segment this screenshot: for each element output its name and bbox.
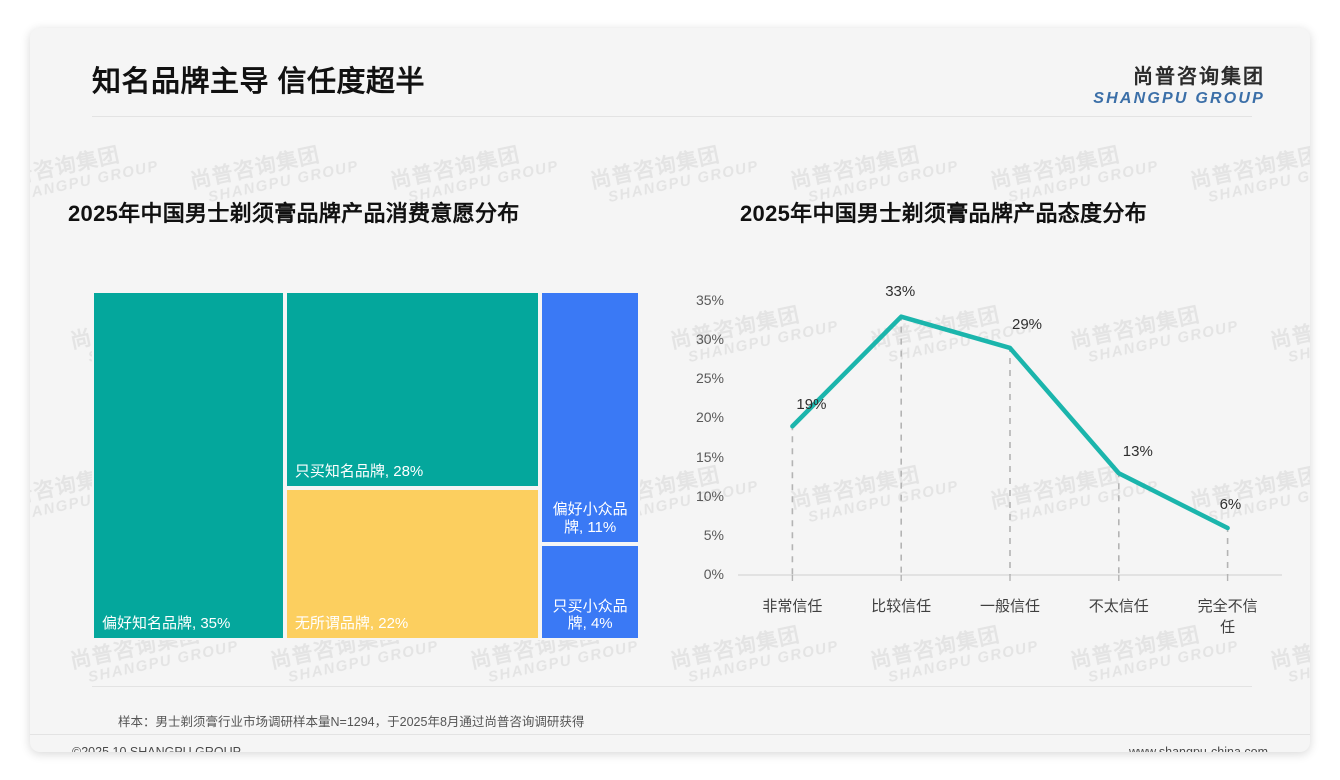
line-chart: 0% 5% 10% 15% 20% 25% 30% 35% 非常信任 比较信任 一般信任 不太信任 完全… bbox=[680, 282, 1300, 636]
slide: 尚普咨询集团 SHANGPU GROUP 尚普咨询集团 SHANGPU GROUP 尚普… bbox=[30, 28, 1310, 752]
y-axis-tick-label: 25% bbox=[695, 370, 724, 387]
treemap-cell-label: 只买小众品牌, 4% bbox=[552, 597, 628, 633]
line-series-path bbox=[790, 314, 1230, 531]
data-point-label: 13% bbox=[1122, 443, 1153, 461]
x-axis-tick-label: 不太信任 bbox=[1088, 598, 1149, 615]
y-axis-tick-label: 0% bbox=[703, 566, 724, 582]
y-axis-tick-label: 20% bbox=[695, 409, 724, 426]
header-divider bbox=[92, 116, 1252, 117]
footer-divider bbox=[30, 734, 1310, 735]
treemap-chart: 偏好知名品牌, 35% 只买知名品牌, 28% 无所谓品牌, 22% 偏好小众品牌, … bbox=[92, 291, 640, 640]
data-point-label: 33% bbox=[885, 282, 916, 300]
data-point-label: 6% bbox=[1219, 496, 1242, 514]
line-chart-svg bbox=[738, 314, 1282, 581]
data-point-label: 29% bbox=[1012, 315, 1043, 333]
y-axis-tick-label: 5% bbox=[703, 526, 724, 543]
data-point-label: 19% bbox=[796, 396, 827, 414]
treemap-cell-label: 偏好小众品牌, 11% bbox=[552, 501, 628, 536]
y-axis-tick-label: 30% bbox=[695, 331, 724, 348]
treemap-cell[interactable]: 只买知名品牌, 28% bbox=[284, 291, 541, 489]
treemap-cell[interactable]: 无所谓品牌, 22% bbox=[284, 488, 541, 640]
brand-name-cn: 尚普咨询集团 bbox=[1133, 66, 1265, 88]
source-note: 样本：男士剃须膏行业市场调研样本量N=1294，于2025年8月通过尚普咨询调研… bbox=[118, 715, 585, 729]
treemap-cell-label: 只买知名品牌, 28% bbox=[294, 463, 424, 481]
x-axis-tick-label: 比较信任 bbox=[871, 598, 932, 615]
treemap-cell[interactable]: 只买小众品牌, 4% bbox=[540, 543, 640, 640]
page-title: 知名品牌主导 信任度超半 bbox=[92, 66, 426, 98]
y-axis-tick-label: 10% bbox=[695, 487, 724, 504]
footer-copyright: ©2025.10 SHANGPU GROUP bbox=[72, 745, 241, 752]
x-axis-tick-label: 非常信任 bbox=[762, 598, 823, 615]
x-axis-tick-label: 完全不信任 bbox=[1197, 598, 1258, 636]
brand-name-en: SHANGPU GROUP bbox=[1093, 90, 1265, 107]
source-divider bbox=[92, 686, 1252, 687]
treemap-cell-label: 偏好知名品牌, 35% bbox=[102, 615, 231, 633]
x-axis-tick-label: 一般信任 bbox=[979, 598, 1041, 615]
slide-header: 知名品牌主导 信任度超半 尚普咨询集团 SHANGPU GROUP bbox=[30, 28, 1310, 120]
left-chart-title: 2025年中国男士剃须膏品牌产品消费意愿分布 bbox=[68, 201, 520, 226]
treemap-cell[interactable]: 偏好知名品牌, 35% bbox=[92, 291, 285, 640]
y-axis-tick-label: 15% bbox=[695, 448, 724, 465]
footer-website[interactable]: www.shangpu-china.com bbox=[1129, 745, 1268, 752]
treemap-cell[interactable]: 偏好小众品牌, 11% bbox=[540, 291, 640, 544]
y-axis-tick-label: 35% bbox=[695, 292, 724, 308]
treemap-cell-label: 无所谓品牌, 22% bbox=[294, 615, 409, 633]
right-chart-title: 2025年中国男士剃须膏品牌产品态度分布 bbox=[740, 201, 1147, 226]
brand-logo: 尚普咨询集团 SHANGPU GROUP bbox=[1093, 60, 1265, 108]
